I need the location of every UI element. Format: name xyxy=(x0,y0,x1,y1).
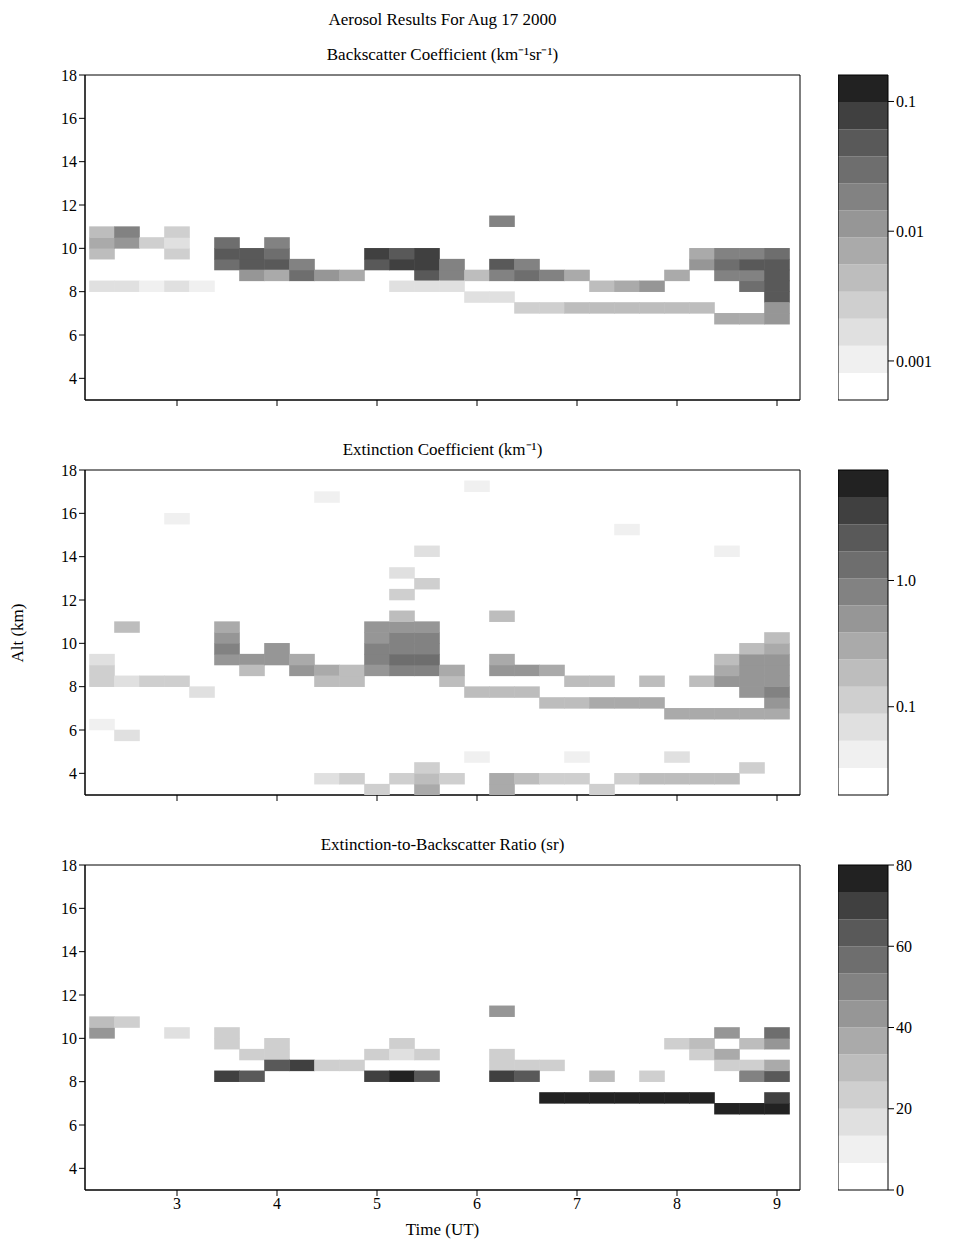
svg-text:0.1: 0.1 xyxy=(896,698,916,715)
svg-text:4: 4 xyxy=(69,765,77,782)
svg-text:4: 4 xyxy=(69,1160,77,1177)
html-text:Aerosol Results For Aug 17 200: Aerosol Results For Aug 17 2000 xyxy=(328,10,557,29)
svg-text:0.01: 0.01 xyxy=(896,223,924,240)
svg-text:0.1: 0.1 xyxy=(896,93,916,110)
svg-text:14: 14 xyxy=(61,548,77,565)
svg-text:12: 12 xyxy=(61,197,77,214)
svg-text:5: 5 xyxy=(373,1195,381,1212)
svg-text:8: 8 xyxy=(673,1195,681,1212)
svg-text:9: 9 xyxy=(773,1195,781,1212)
svg-text:18: 18 xyxy=(61,462,77,479)
svg-text:10: 10 xyxy=(61,635,77,652)
svg-text:10: 10 xyxy=(61,1030,77,1047)
svg-text:16: 16 xyxy=(61,505,77,522)
svg-text:60: 60 xyxy=(896,938,912,955)
svg-text:18: 18 xyxy=(61,857,77,874)
svg-text:12: 12 xyxy=(61,987,77,1004)
svg-text:14: 14 xyxy=(61,153,77,170)
svg-text:6: 6 xyxy=(69,722,77,739)
svg-text:80: 80 xyxy=(896,857,912,874)
svg-text:6: 6 xyxy=(473,1195,481,1212)
svg-text:3: 3 xyxy=(173,1195,181,1212)
svg-text:4: 4 xyxy=(69,370,77,387)
svg-text:8: 8 xyxy=(69,1073,77,1090)
svg-text:1.0: 1.0 xyxy=(896,572,916,589)
svg-text:14: 14 xyxy=(61,943,77,960)
svg-text:0.001: 0.001 xyxy=(896,353,932,370)
svg-text:8: 8 xyxy=(69,678,77,695)
svg-text:20: 20 xyxy=(896,1100,912,1117)
svg-text:6: 6 xyxy=(69,1117,77,1134)
svg-text:18: 18 xyxy=(61,67,77,84)
html-text:Alt (km): Alt (km) xyxy=(8,603,27,662)
svg-text:7: 7 xyxy=(573,1195,581,1212)
svg-text:0: 0 xyxy=(896,1182,904,1199)
html-text:Backscatter Coefficient (km⁻¹s: Backscatter Coefficient (km⁻¹sr⁻¹) xyxy=(326,45,559,64)
html-text:Extinction-to-Backscatter Rati: Extinction-to-Backscatter Ratio (sr) xyxy=(320,835,565,854)
svg-text:10: 10 xyxy=(61,240,77,257)
html-text:Extinction Coefficient (km⁻¹): Extinction Coefficient (km⁻¹) xyxy=(342,440,543,459)
svg-text:4: 4 xyxy=(273,1195,281,1212)
svg-text:6: 6 xyxy=(69,327,77,344)
svg-text:40: 40 xyxy=(896,1019,912,1036)
svg-text:16: 16 xyxy=(61,900,77,917)
svg-text:12: 12 xyxy=(61,592,77,609)
html-text:Time (UT): Time (UT) xyxy=(405,1220,480,1239)
svg-text:8: 8 xyxy=(69,283,77,300)
svg-text:16: 16 xyxy=(61,110,77,127)
